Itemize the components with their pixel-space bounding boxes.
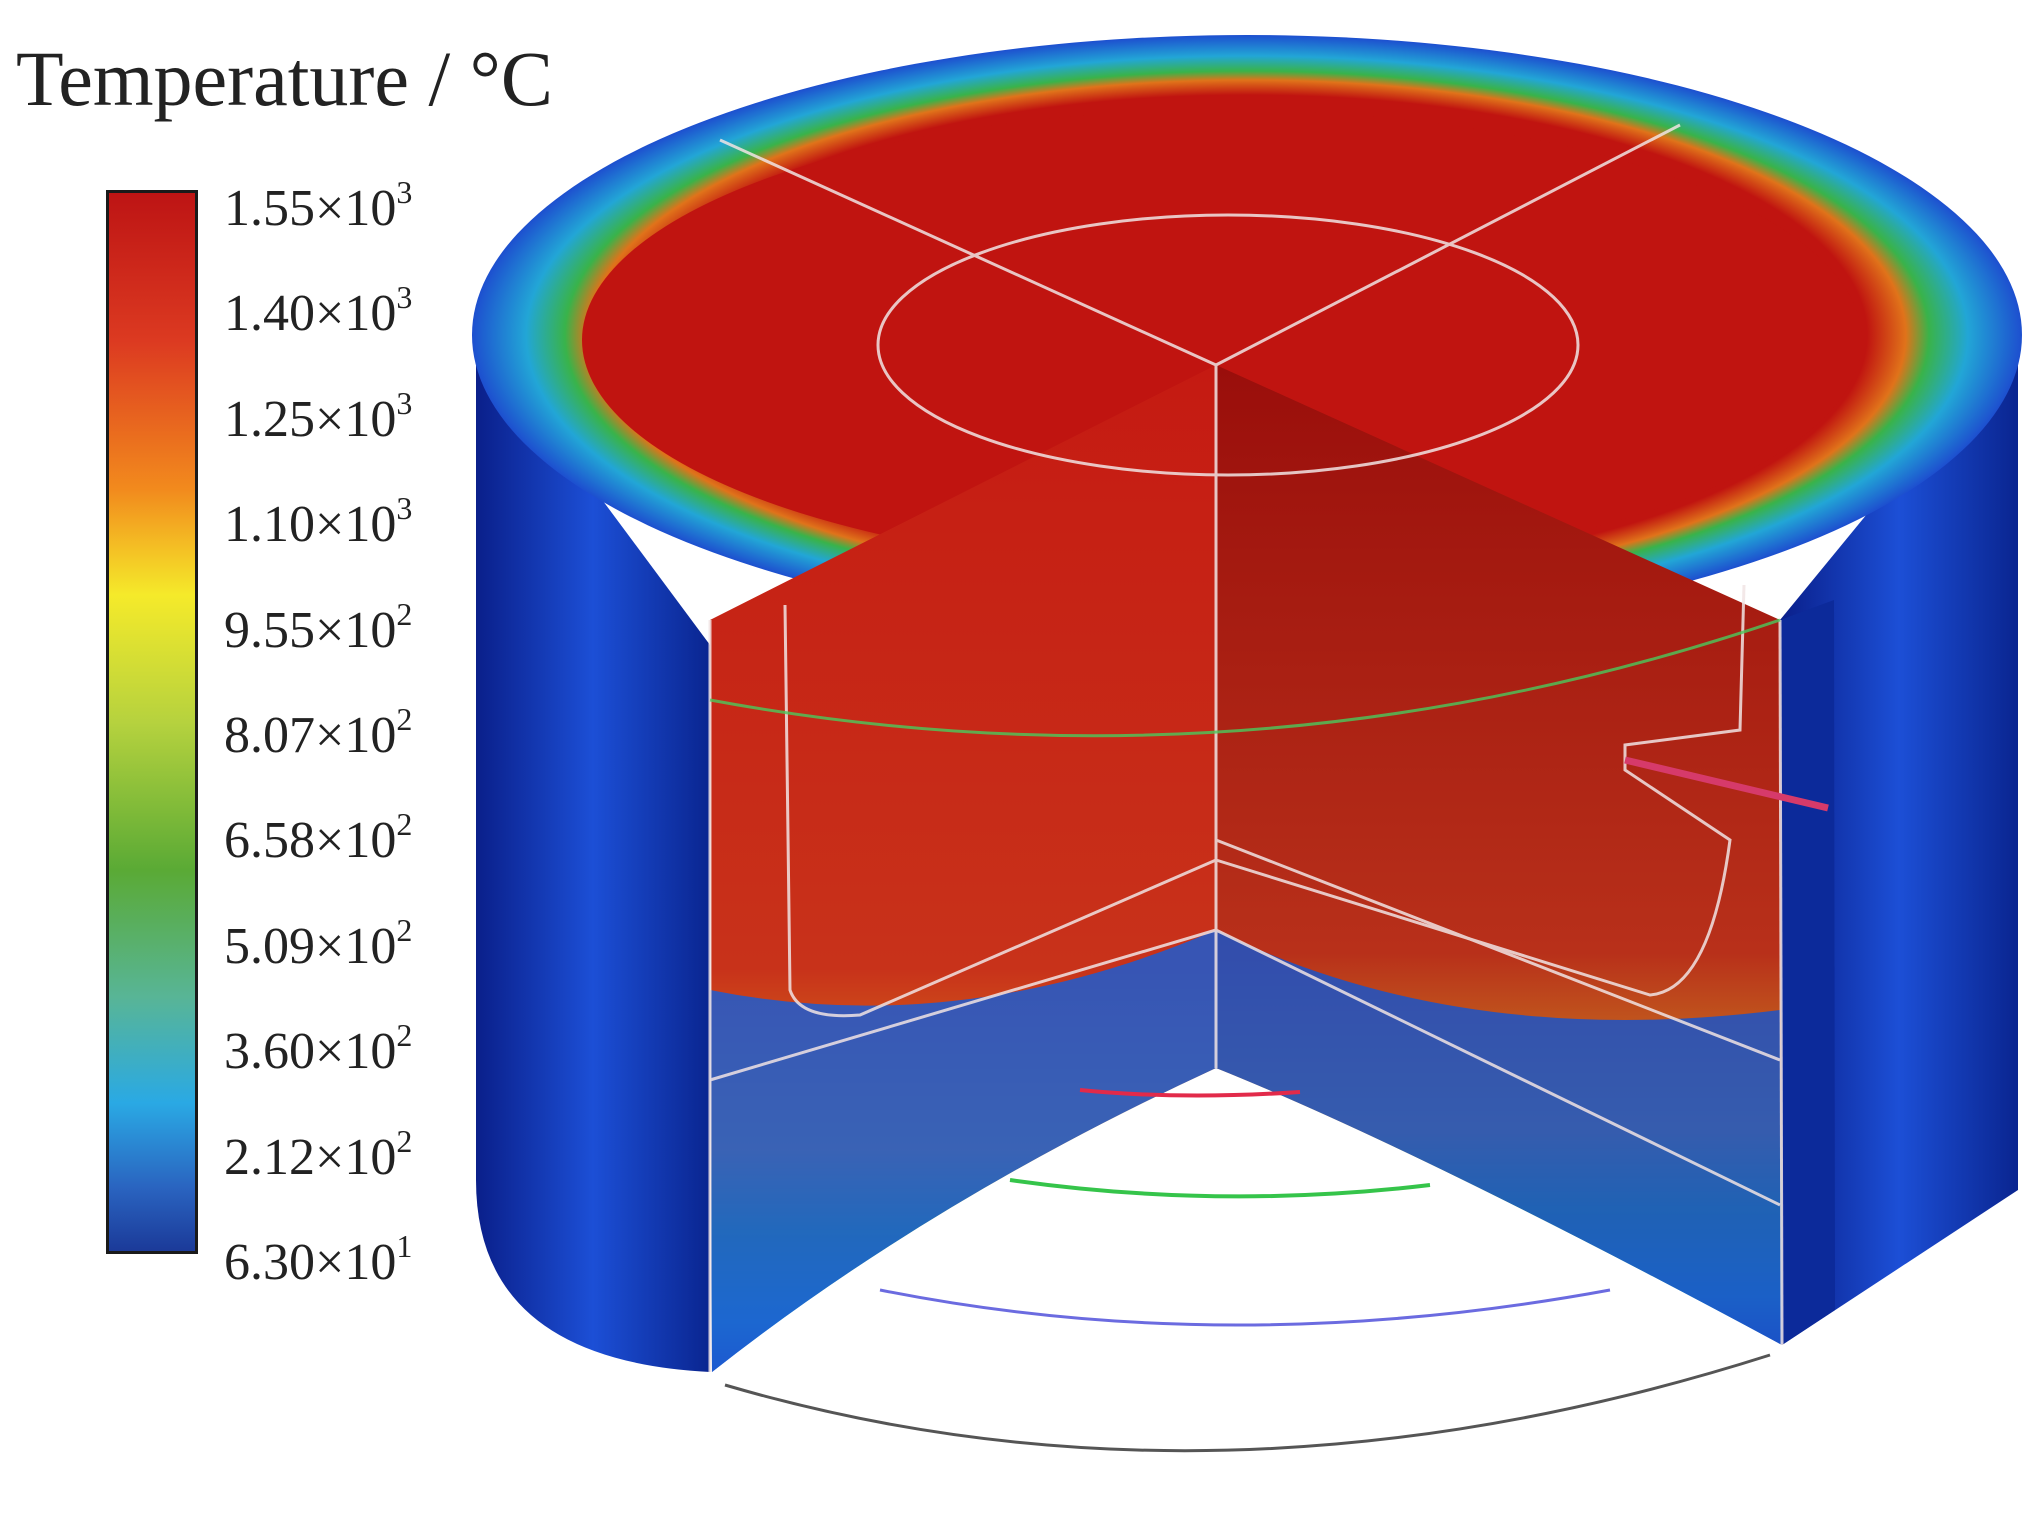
mesh-lines (708, 123, 1784, 1372)
melt-top (582, 110, 1862, 570)
tick-label: 9.55×102 (224, 596, 413, 659)
bottom-ring-red (1079, 1088, 1301, 1098)
tick-label: 5.09×102 (224, 912, 413, 975)
shell-right (1780, 330, 2018, 1345)
shell-right-edge (1780, 600, 1835, 1345)
tick-label: 8.07×102 (224, 701, 413, 764)
tick-label: 1.40×103 (224, 279, 413, 342)
cut-face-left-cold (710, 930, 1216, 1372)
tick-label: 1.55×103 (224, 174, 413, 237)
contour-line (709, 618, 1781, 738)
shell-left (476, 330, 710, 1372)
heater-rod (1624, 756, 1829, 812)
tick-label: 1.10×103 (224, 490, 413, 553)
bottom-ring-black (724, 1353, 1771, 1453)
tick-label: 1.25×103 (224, 385, 413, 448)
tick-label: 2.12×102 (224, 1123, 413, 1186)
tick-label: 6.58×102 (224, 806, 413, 869)
bottom-ring-blue (879, 1288, 1611, 1327)
temperature-colorbar (106, 190, 198, 1254)
bottom-ring-green (1009, 1178, 1431, 1199)
tick-label: 3.60×102 (224, 1017, 413, 1080)
cut-face-right-cold (1216, 930, 1782, 1345)
legend-title: Temperature / °C (16, 35, 553, 122)
tick-label: 6.30×101 (224, 1228, 413, 1291)
